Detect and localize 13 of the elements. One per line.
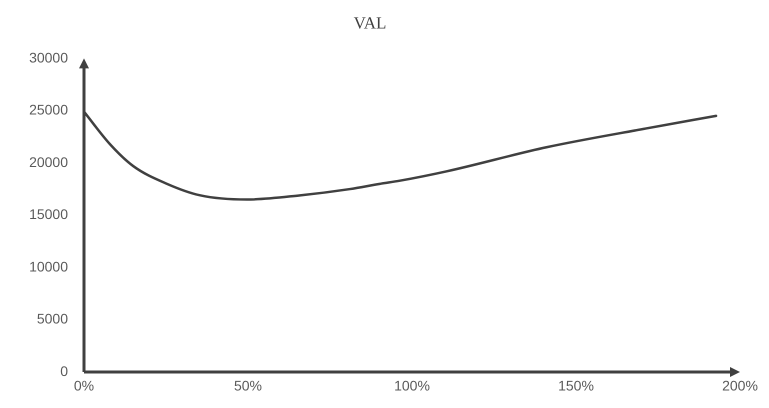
x-tick-label: 0% (74, 377, 94, 394)
x-tick-label: 200% (722, 377, 758, 394)
y-tick-label: 15000 (29, 206, 68, 222)
x-tick-label: 50% (234, 377, 262, 394)
x-tick-label: 150% (558, 377, 594, 394)
chart-title: VAL (354, 14, 386, 33)
y-tick-label: 30000 (29, 49, 68, 66)
y-tick-label: 25000 (29, 102, 68, 118)
y-tick-label: 20000 (29, 154, 68, 170)
y-tick-label: 10000 (29, 258, 68, 274)
y-tick-label: 5000 (36, 310, 68, 327)
x-tick-label: 100% (394, 377, 430, 394)
y-tick-label: 0 (60, 362, 68, 379)
